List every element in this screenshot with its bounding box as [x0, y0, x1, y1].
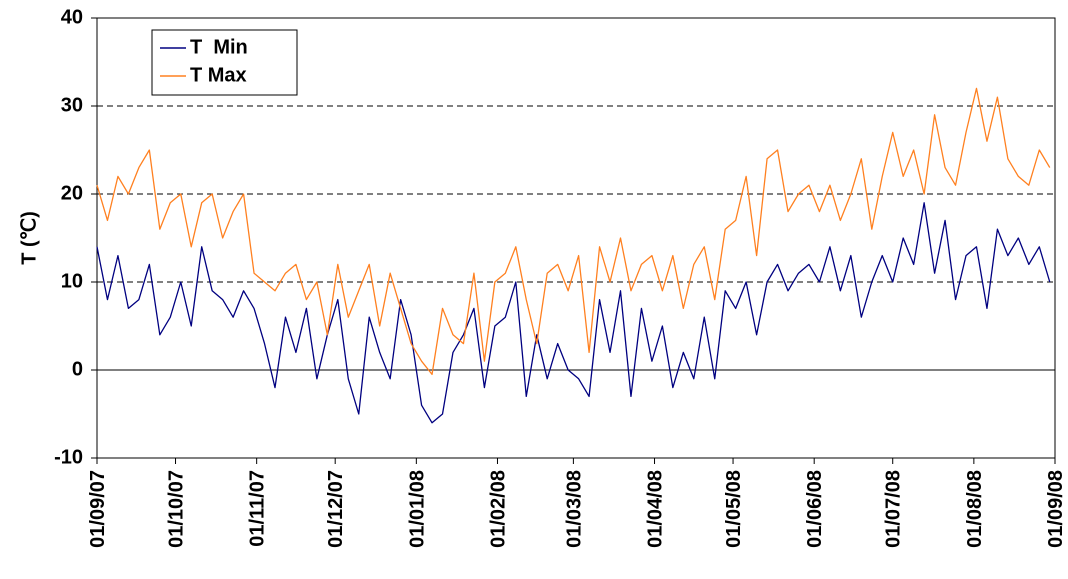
x-tick-label: 01/05/08: [723, 470, 745, 548]
y-tick-label: 20: [61, 182, 83, 204]
series-line: [96, 87, 1051, 376]
y-axis-label: T (℃): [18, 211, 40, 265]
x-tick-label: 01/02/08: [487, 470, 509, 548]
y-tick-label: 40: [61, 6, 83, 28]
legend-box: [151, 29, 298, 96]
plot-area: [96, 17, 1056, 459]
legend-label: T Max: [190, 64, 247, 86]
y-tick-label: 0: [72, 358, 83, 380]
y-tick-label: 30: [61, 94, 83, 116]
x-tick-label: 01/08/08: [964, 470, 986, 548]
x-tick-label: 01/03/08: [563, 470, 585, 548]
x-tick-label: 01/09/07: [87, 470, 109, 548]
x-tick-label: 01/12/07: [325, 470, 347, 548]
x-tick-label: 01/07/08: [883, 470, 905, 548]
x-tick-label: 01/09/08: [1045, 470, 1067, 548]
x-tick-label: 01/01/08: [406, 470, 428, 548]
x-tick-label: 01/06/08: [804, 470, 826, 548]
y-tick-label: -10: [54, 446, 83, 468]
series-line: [96, 202, 1051, 424]
y-tick-label: 10: [61, 270, 83, 292]
x-tick-label: 01/04/08: [645, 470, 667, 548]
x-tick-label: 01/10/07: [166, 470, 188, 548]
x-tick-label: 01/11/07: [247, 470, 269, 547]
legend-label: T Min: [190, 36, 248, 58]
